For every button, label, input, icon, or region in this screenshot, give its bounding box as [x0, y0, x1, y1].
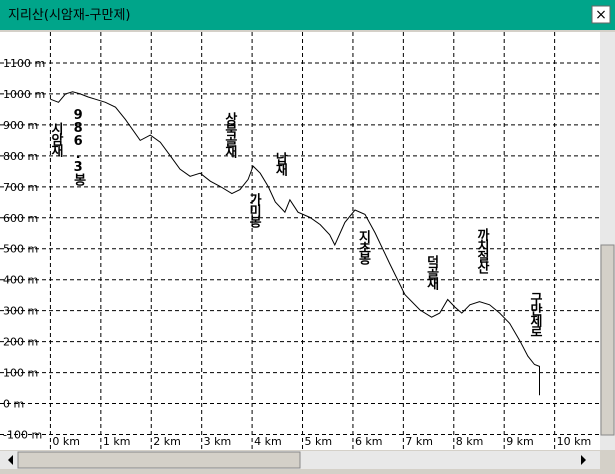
y-tick-label: 1000 m: [3, 88, 45, 101]
y-tick-label: 0 m: [3, 398, 24, 411]
y-tick-label: 100 m: [3, 367, 38, 380]
y-tick-label: 900 m: [3, 119, 38, 132]
x-tick-label: 4 km: [254, 435, 282, 448]
annotation: 덕골재: [424, 254, 439, 291]
y-tick-label: 300 m: [3, 305, 38, 318]
annotation: 986.3봉: [71, 108, 86, 187]
y-tick-label: 500 m: [3, 243, 38, 256]
vertical-thumb[interactable]: [600, 244, 615, 436]
x-tick-label: 2 km: [153, 435, 181, 448]
y-tick-label: 200 m: [3, 336, 38, 349]
elevation-line: [50, 91, 540, 396]
close-icon[interactable]: ×: [595, 7, 607, 23]
annotation: 구만제로: [527, 292, 542, 337]
x-tick-label: 3 km: [204, 435, 232, 448]
title-bar: [0, 0, 615, 30]
scroll-left[interactable]: [8, 455, 13, 465]
window-title: 지리산(시암재-구만제): [8, 8, 130, 23]
y-tick-label: 400 m: [3, 274, 38, 287]
scroll-right[interactable]: [581, 455, 586, 465]
annotation: 가미봉: [246, 193, 261, 229]
annotation: 까치절산: [474, 228, 489, 275]
y-tick-label: 1100 m: [3, 57, 45, 70]
y-tick-label: 700 m: [3, 181, 38, 194]
x-tick-label: 9 km: [506, 435, 534, 448]
y-tick-label: -100 m: [3, 429, 42, 442]
annotation: 상북골재: [222, 112, 237, 159]
y-tick-label: 800 m: [3, 150, 38, 163]
x-tick-label: 1 km: [103, 435, 131, 448]
x-tick-label: 0 km: [52, 435, 80, 448]
horizontal-thumb[interactable]: [17, 451, 301, 469]
x-tick-label: 8 km: [456, 435, 484, 448]
x-tick-label: 7 km: [405, 435, 433, 448]
x-tick-label: 10 km: [557, 435, 592, 448]
x-tick-label: 5 km: [305, 435, 333, 448]
x-tick-label: 6 km: [355, 435, 383, 448]
y-tick-label: 600 m: [3, 212, 38, 225]
annotation: 납재: [272, 152, 287, 177]
plot-area: [0, 32, 600, 450]
annotation: 지초봉: [356, 230, 371, 266]
annotation: 시암재: [48, 122, 63, 158]
close-button[interactable]: [591, 5, 611, 24]
